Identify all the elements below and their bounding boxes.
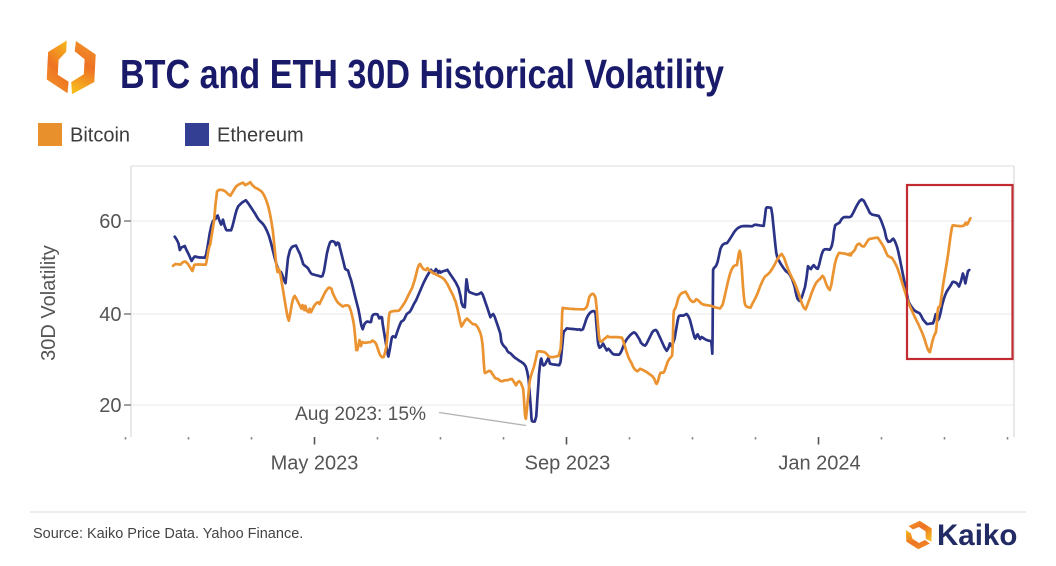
svg-text:20: 20 bbox=[99, 395, 121, 417]
svg-text:Ethereum: Ethereum bbox=[217, 125, 304, 147]
svg-text:60: 60 bbox=[99, 211, 121, 233]
svg-text:30D Volatility: 30D Volatility bbox=[38, 245, 60, 361]
svg-text:BTC and ETH 30D Historical Vol: BTC and ETH 30D Historical Volatility bbox=[120, 51, 724, 97]
svg-text:Kaiko: Kaiko bbox=[937, 519, 1017, 552]
svg-text:Bitcoin: Bitcoin bbox=[70, 125, 130, 147]
svg-text:Source: Kaiko Price Data. Yaho: Source: Kaiko Price Data. Yahoo Finance. bbox=[33, 526, 303, 542]
svg-text:May 2023: May 2023 bbox=[271, 453, 359, 475]
svg-text:Aug 2023: 15%: Aug 2023: 15% bbox=[295, 403, 426, 425]
svg-text:Jan 2024: Jan 2024 bbox=[778, 453, 860, 475]
svg-text:Sep 2023: Sep 2023 bbox=[525, 453, 611, 475]
svg-text:40: 40 bbox=[99, 304, 121, 326]
